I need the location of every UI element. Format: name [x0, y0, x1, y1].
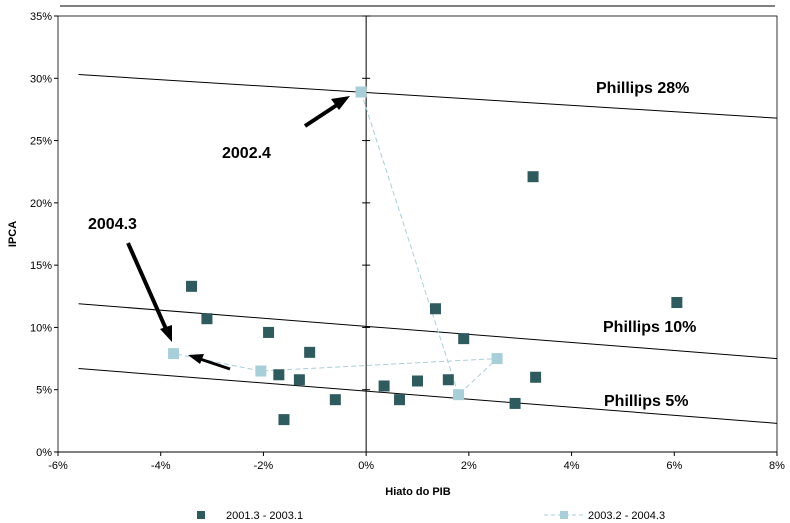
legend-marker-series-1 — [197, 511, 205, 519]
x-axis-title: Hiato do PIB — [385, 486, 450, 498]
y-tick-label: 20% — [30, 198, 52, 210]
point-series-1 — [442, 374, 454, 386]
arrow-2004-3-diag-head — [160, 325, 172, 342]
x-tick-label: 8% — [769, 460, 785, 472]
point-series-1 — [458, 333, 470, 345]
annotation-arrows — [126, 96, 350, 371]
point-series-1 — [394, 394, 406, 406]
label-phillips-5: Phillips 5% — [604, 393, 688, 410]
legend-label-series-1: 2001.3 - 2003.1 — [226, 510, 303, 522]
point-series-1 — [329, 394, 341, 406]
series-connector — [173, 91, 499, 396]
legend-marker-series-2 — [560, 511, 568, 519]
phillips-curve-line — [78, 368, 778, 424]
point-series-1 — [429, 303, 441, 315]
point-series-2 — [355, 86, 367, 98]
y-tick-label: 35% — [30, 11, 52, 23]
point-series-1 — [378, 380, 390, 392]
point-series-1 — [293, 374, 305, 386]
point-series-1 — [201, 313, 213, 325]
label-phillips-28: Phillips 28% — [596, 80, 689, 97]
x-tick-label: -6% — [48, 460, 68, 472]
point-series-1 — [527, 171, 539, 183]
arrow-2002-4 — [303, 101, 342, 128]
y-tick-label: 5% — [36, 385, 52, 397]
x-axis-ticks: -6% -4% -2% 0% 2% 4% 6% 8% — [48, 452, 785, 472]
x-tick-label: -4% — [151, 460, 171, 472]
point-series-2 — [453, 389, 465, 401]
x-tick-label: 4% — [564, 460, 580, 472]
point-series-1 — [263, 326, 275, 338]
y-tick-label: 25% — [30, 136, 52, 148]
arrow-2004-3-diag — [126, 242, 168, 330]
x-tick-label: 0% — [358, 460, 374, 472]
y-axis-ticks: 0% 5% 10% 15% 20% 25% 30% 35% — [30, 11, 371, 459]
point-series-2 — [255, 365, 267, 377]
point-series-1 — [304, 346, 316, 358]
phillips-curve-line — [78, 74, 778, 119]
data-points — [168, 86, 683, 426]
legend-label-series-2: 2003.2 - 2004.3 — [588, 510, 665, 522]
arrow-2004-3-horiz — [199, 357, 231, 371]
point-series-1 — [530, 371, 542, 383]
arrow-2004-3-horiz-head — [188, 354, 204, 364]
y-tick-label: 10% — [30, 322, 52, 334]
point-series-1 — [186, 280, 198, 292]
point-series-2 — [491, 353, 503, 365]
series-connector-lines — [173, 91, 499, 396]
point-series-1 — [278, 414, 290, 426]
y-tick-label: 15% — [30, 260, 52, 272]
y-tick-label: 0% — [36, 447, 52, 459]
x-tick-label: 2% — [461, 460, 477, 472]
arrow-2002-4-head — [331, 96, 350, 110]
annotation-2004-3: 2004.3 — [88, 216, 137, 233]
phillips-curve-line — [78, 303, 778, 360]
point-series-1 — [412, 375, 423, 387]
label-phillips-10: Phillips 10% — [603, 319, 696, 336]
phillips-curves — [78, 74, 778, 424]
point-series-1 — [273, 369, 285, 381]
point-series-1 — [671, 297, 683, 309]
point-series-2 — [168, 348, 180, 360]
y-axis-title: IPCA — [7, 221, 19, 247]
x-tick-label: 6% — [666, 460, 682, 472]
annotation-2002-4: 2002.4 — [222, 145, 271, 162]
point-series-1 — [509, 397, 521, 409]
x-tick-label: -2% — [254, 460, 274, 472]
legend: 2001.3 - 2003.1 2003.2 - 2004.3 — [197, 510, 665, 522]
y-tick-label: 30% — [30, 73, 52, 85]
